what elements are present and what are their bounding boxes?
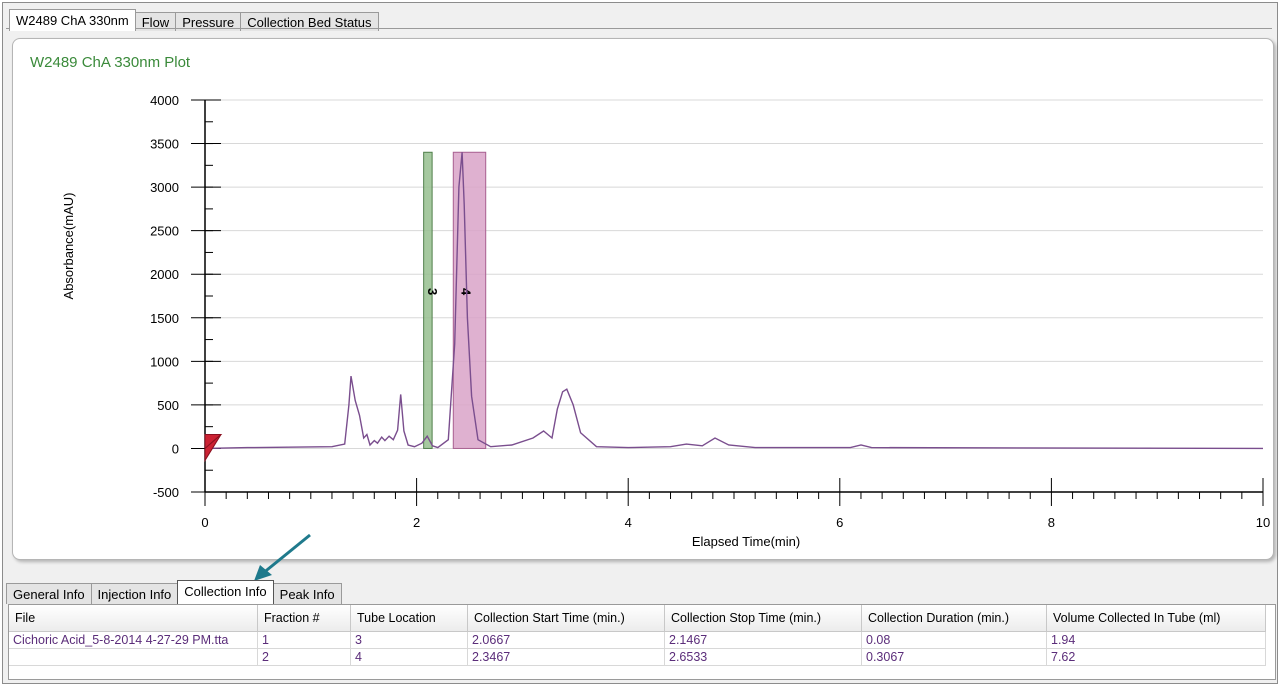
cell-tube-location: 3 [350,631,468,649]
tab-peak-info[interactable]: Peak Info [272,583,342,604]
tab-pressure[interactable]: Pressure [175,12,242,31]
x-tick-label: 8 [1048,515,1055,530]
cell-stop-time: 2.1467 [664,631,862,649]
y-tick-label: -500 [153,485,179,500]
collection-info-grid[interactable]: File Fraction # Tube Location Collection… [8,604,1276,680]
cell-start-time: 2.0667 [467,631,665,649]
y-tick-label: 2500 [150,224,179,239]
y-tick-label: 1000 [150,354,179,369]
tab-w2489-cha-330nm[interactable]: W2489 ChA 330nm [9,9,136,31]
x-tick-label: 6 [836,515,843,530]
x-tick-label: 0 [201,515,208,530]
y-tick-label: 1500 [150,311,179,326]
collection-info-table: File Fraction # Tube Location Collection… [9,605,1266,666]
table-row[interactable]: 2 4 2.3467 2.6533 0.3067 7.62 [9,648,1266,666]
cell-tube-location: 4 [350,648,468,666]
cell-volume: 7.62 [1046,648,1266,666]
plot-title: W2489 ChA 330nm Plot [30,54,191,71]
tab-collection-info[interactable]: Collection Info [177,580,274,604]
x-tick-label: 2 [413,515,420,530]
table-row[interactable]: Cichoric Acid_5-8-2014 4-27-29 PM.tta 1 … [9,631,1266,649]
column-header-stop-time[interactable]: Collection Stop Time (min.) [664,605,862,632]
cell-fraction: 2 [257,648,351,666]
fraction-box [423,151,433,449]
bottom-tab-strip: General Info Injection Info Collection I… [6,580,342,604]
tab-divider [6,28,1272,29]
absorbance-chart: 4000 3500 3000 2500 2000 1500 1000 500 0 -500 0 2 4 6… [61,93,1270,549]
y-tick-label: 3500 [150,137,179,152]
cell-file: Cichoric Acid_5-8-2014 4-27-29 PM.tta [9,631,258,649]
x-axis-label: Elapsed Time(min) [692,534,800,549]
cell-fraction: 1 [257,631,351,649]
cell-file [9,648,258,666]
tab-collection-bed-status[interactable]: Collection Bed Status [240,12,379,31]
x-tick-label: 10 [1256,515,1270,530]
y-axis-label: Absorbance(mAU) [61,193,76,300]
y-tick-label: 0 [172,441,179,456]
injection-marker-icon [204,434,222,463]
tab-general-info[interactable]: General Info [6,583,92,604]
cell-start-time: 2.3467 [467,648,665,666]
cell-duration: 0.3067 [861,648,1047,666]
plot-panel: W2489 ChA 330nm Plot [12,38,1274,560]
column-header-start-time[interactable]: Collection Start Time (min.) [467,605,665,632]
top-tab-strip: W2489 ChA 330nm Flow Pressure Collection… [9,9,379,31]
column-header-file[interactable]: File [9,605,258,632]
cell-duration: 0.08 [861,631,1047,649]
table-header-row: File Fraction # Tube Location Collection… [9,605,1266,632]
y-tick-label: 3000 [150,180,179,195]
column-header-tube-location[interactable]: Tube Location [350,605,468,632]
column-header-duration[interactable]: Collection Duration (min.) [861,605,1047,632]
x-tick-label: 4 [625,515,632,530]
column-header-volume[interactable]: Volume Collected In Tube (ml) [1046,605,1266,632]
tab-injection-info[interactable]: Injection Info [90,583,179,604]
y-tick-label: 2000 [150,267,179,282]
cell-stop-time: 2.6533 [664,648,862,666]
y-tick-label: 500 [157,398,179,413]
column-header-fraction[interactable]: Fraction # [257,605,351,632]
y-tick-label: 4000 [150,93,179,108]
cell-volume: 1.94 [1046,631,1266,649]
fraction-label: 3 [425,288,440,295]
absorbance-trace [204,152,1264,450]
